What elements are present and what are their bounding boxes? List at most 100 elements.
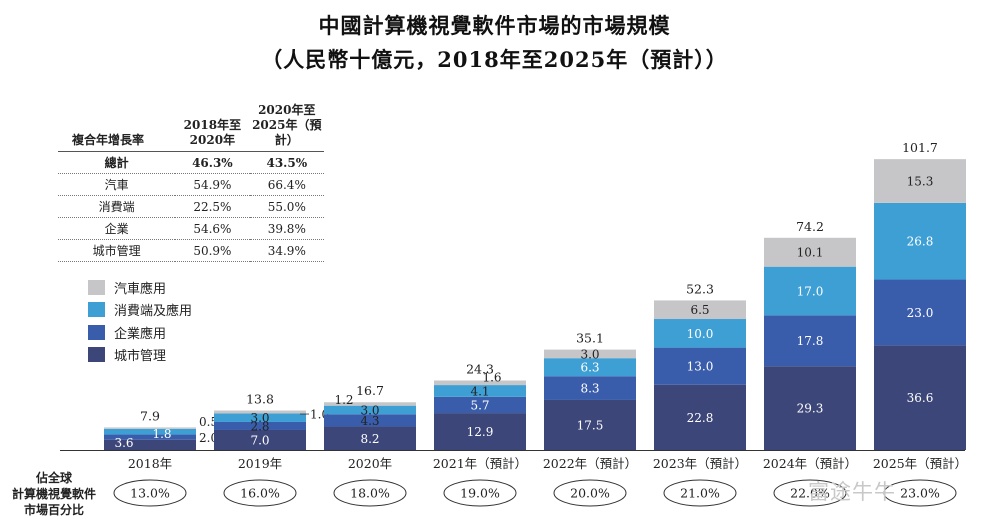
cagr-value: 66.4% (249, 173, 324, 196)
chart-subtitle: （人民幣十億元，2018年至2025年（預計）） (261, 47, 728, 72)
x-tick-label: 2018年 (128, 456, 172, 471)
watermark: 富途牛牛 (808, 480, 896, 504)
legend-label: 消費端及應用 (114, 304, 193, 320)
legend-swatch (88, 302, 105, 318)
global-share-label-line: 佔全球 (35, 471, 72, 485)
bar-total-label: 101.7 (902, 140, 938, 155)
bar-total-label: 35.1 (576, 331, 604, 346)
x-tick-label: 2022年（預計） (543, 456, 637, 471)
bar-segment-auto (874, 159, 966, 203)
segment-value-label: 1.2 (334, 393, 353, 407)
bar-segment-urban (104, 439, 196, 450)
bar-segment-enterprise (104, 434, 196, 440)
global-share-label: 佔全球 計算機視覺軟件 市場百分比 (2, 470, 106, 518)
bar-segment-auto (764, 237, 856, 267)
share-value: 13.0% (130, 486, 170, 501)
cagr-value: 55.0% (249, 195, 324, 218)
segment-value-label: 2.8 (250, 419, 269, 433)
segment-value-label: 6.3 (580, 361, 599, 375)
chart-legend: 汽車應用消費端及應用 企業應用城市管理 (88, 276, 192, 366)
legend-swatch (88, 347, 105, 363)
cagr-row-label: 消費端 (58, 195, 176, 218)
x-tick-label: 2024年（預計） (763, 456, 857, 471)
legend-swatch (88, 279, 105, 295)
legend-item: 城市管理 (88, 344, 192, 367)
bar-total-label: 74.2 (796, 219, 824, 234)
cagr-header-period1: 2018年至 2020年 (175, 103, 250, 152)
bar-segment-consumer (434, 385, 526, 397)
bar-segment-consumer (104, 428, 196, 435)
legend-label: 企業應用 (114, 326, 167, 342)
share-value: 16.0% (240, 486, 280, 501)
segment-value-label: 6.5 (690, 303, 709, 317)
cagr-header-period2: 2020年至 2025年（預計） (249, 103, 324, 152)
bar-segment-urban (654, 384, 746, 450)
cagr-value: 39.8% (249, 217, 324, 240)
x-tick-label: 2021年（預計） (433, 456, 527, 471)
bar-segment-enterprise (764, 315, 856, 367)
segment-value-label: 26.8 (907, 235, 934, 249)
cagr-row-label: 汽車 (58, 173, 176, 196)
cagr-row: 城市管理 50.9% 34.9% (58, 239, 324, 262)
share-ellipse (443, 479, 517, 507)
legend-label: 城市管理 (114, 349, 167, 365)
cagr-table: 複合年增長率 2018年至 2020年 2020年至 2025年（預計） 總計 … (58, 103, 324, 262)
legend-item: 企業應用 (88, 321, 192, 344)
bar-segment-auto (544, 349, 636, 359)
bar-segment-enterprise (214, 421, 306, 430)
bar-segment-auto (104, 427, 196, 429)
segment-value-label: 22.8 (687, 411, 714, 425)
bar-segment-enterprise (324, 414, 416, 427)
segment-value-label: 4.3 (360, 414, 379, 428)
cagr-row-label: 城市管理 (58, 239, 176, 262)
x-tick-label: 2023年（預計） (653, 456, 747, 471)
bar-segment-urban (434, 413, 526, 450)
bar-segment-urban (764, 366, 856, 450)
bar-segment-enterprise (434, 396, 526, 414)
cagr-row: 汽車 54.9% 66.4% (58, 173, 324, 196)
segment-value-label: 2.0 (199, 431, 218, 445)
x-tick-label: 2019年 (238, 456, 282, 471)
share-ellipse (553, 479, 627, 507)
legend-item: 汽車應用 (88, 276, 192, 299)
share-value: 21.0% (680, 486, 720, 501)
bar-segment-auto (434, 380, 526, 386)
bar-total-label: 52.3 (686, 281, 714, 296)
share-value: 23.0% (900, 486, 940, 501)
share-ellipse (113, 479, 187, 507)
cagr-row: 企業 54.6% 39.8% (58, 217, 324, 240)
share-value: 18.0% (350, 486, 390, 501)
bar-segment-enterprise (874, 279, 966, 346)
bar-segment-urban (214, 429, 306, 450)
cagr-header-row: 複合年增長率 2018年至 2020年 2020年至 2025年（預計） (58, 103, 324, 152)
segment-value-label: 36.6 (907, 391, 934, 405)
bar-segment-consumer (214, 413, 306, 422)
share-ellipse (333, 479, 407, 507)
share-ellipse (773, 479, 847, 507)
x-tick-label: 2020年 (348, 456, 392, 471)
bar-segment-consumer (764, 266, 856, 316)
bar-segment-consumer (654, 319, 746, 348)
segment-value-label: 15.3 (907, 175, 934, 189)
segment-value-label: 10.0 (687, 327, 714, 341)
segment-value-label: 13.0 (687, 360, 714, 374)
segment-value-label: 3.0 (250, 411, 269, 425)
segment-value-label: 3.0 (580, 347, 599, 361)
bar-segment-urban (874, 345, 966, 450)
global-share-label-line: 市場百分比 (23, 503, 84, 517)
bar-segment-urban (544, 399, 636, 450)
cagr-value: 46.3% (175, 151, 250, 174)
bar-total-label: 13.8 (246, 392, 274, 407)
cagr-value: 54.9% (175, 173, 250, 196)
segment-value-label: 17.5 (577, 418, 604, 432)
segment-value-label: 8.2 (360, 432, 379, 446)
share-value: 20.0% (570, 486, 610, 501)
segment-value-label: 3.6 (114, 436, 133, 450)
segment-value-label: 17.0 (797, 284, 824, 298)
segment-value-label: 29.3 (797, 402, 824, 416)
segment-value-label: 1.6 (482, 371, 501, 385)
global-share-label-line: 計算機視覺軟件 (11, 487, 96, 501)
segment-value-label: 23.0 (907, 306, 934, 320)
bar-total-label: 7.9 (140, 408, 160, 423)
